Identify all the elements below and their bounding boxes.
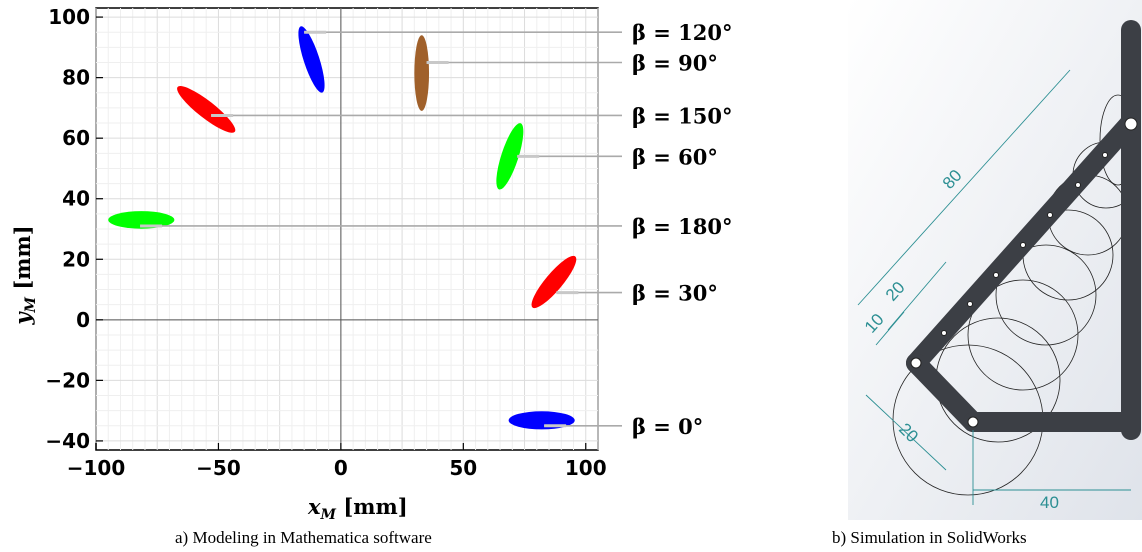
beta-label: β = 150° bbox=[632, 103, 733, 128]
solidworks-simulation-image: 80 20 10 20 40 bbox=[848, 0, 1142, 520]
beta-label: β = 30° bbox=[632, 281, 718, 306]
trajectory-ellipse bbox=[108, 211, 175, 229]
caption-mathematica: a) Modeling in Mathematica software bbox=[175, 528, 432, 547]
beta-label: β = 60° bbox=[632, 144, 718, 169]
dimension-lines bbox=[857, 69, 1131, 505]
y-tick-label: −20 bbox=[45, 368, 90, 392]
beta-label: β = 90° bbox=[632, 50, 718, 75]
caption-solidworks: b) Simulation in SolidWorks bbox=[832, 528, 1027, 547]
x-axis-subscript: M bbox=[320, 507, 337, 523]
y-tick-label: 80 bbox=[62, 66, 90, 90]
mechanism-links bbox=[906, 20, 1141, 440]
trajectory-ellipse bbox=[177, 86, 236, 133]
y-tick-label: 60 bbox=[62, 126, 90, 150]
beta-label: β = 0° bbox=[632, 414, 703, 439]
x-tick-label: 100 bbox=[565, 456, 607, 480]
link-holes bbox=[910, 117, 1138, 428]
dimension-label: 40 bbox=[1040, 493, 1059, 512]
ellipse-series bbox=[108, 26, 577, 430]
beta-label: β = 120° bbox=[632, 20, 733, 45]
tick-labels: −100 −50 0 50 100 −40 −20 0 20 40 60 80 100 bbox=[45, 5, 606, 480]
trajectory-ellipse bbox=[496, 123, 524, 190]
trajectory-ellipse bbox=[298, 26, 325, 93]
trajectory-ellipse bbox=[531, 255, 577, 309]
y-axis-unit: [mm] bbox=[10, 225, 35, 297]
beta-label: β = 180° bbox=[632, 214, 733, 239]
x-tick-label: −100 bbox=[67, 456, 126, 480]
x-axis-label: xM [mm] bbox=[307, 494, 408, 523]
x-tick-label: 0 bbox=[334, 456, 348, 480]
y-axis-subscript: M bbox=[23, 296, 39, 313]
plot-grid bbox=[95, 8, 599, 450]
y-tick-label: 40 bbox=[62, 187, 90, 211]
y-tick-label: 20 bbox=[62, 247, 90, 271]
trajectory-plot: β = 120° β = 90° β = 150° β = 60° β = 180° β … bbox=[10, 5, 733, 523]
x-tick-label: −50 bbox=[196, 456, 241, 480]
x-tick-label: 50 bbox=[449, 456, 477, 480]
x-axis-unit: [mm] bbox=[336, 494, 408, 519]
y-tick-label: 0 bbox=[76, 308, 90, 332]
y-axis-label: yM [mm] bbox=[10, 225, 39, 325]
y-tick-label: −40 bbox=[45, 429, 90, 453]
plot-axes bbox=[96, 8, 598, 450]
y-tick-label: 100 bbox=[48, 5, 90, 29]
trajectory-ellipse bbox=[414, 35, 430, 111]
label-leaders: β = 120° β = 90° β = 150° β = 60° β = 180° β … bbox=[140, 20, 733, 439]
